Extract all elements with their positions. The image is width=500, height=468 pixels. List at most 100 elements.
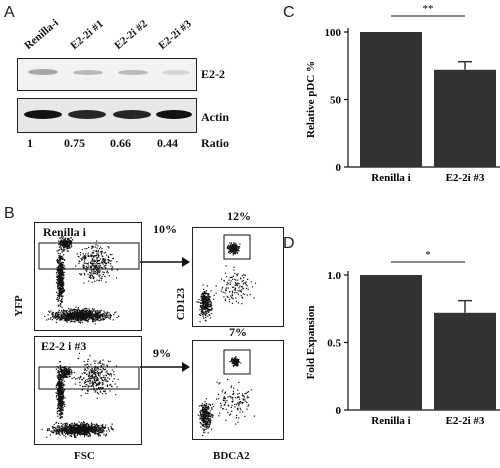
event-dot [236, 359, 238, 361]
event-dot [55, 396, 58, 398]
event-dot [201, 404, 203, 406]
event-dot [58, 256, 60, 258]
event-dot [68, 370, 71, 372]
event-dot [58, 386, 60, 389]
event-dot [242, 287, 244, 290]
event-dot [231, 404, 233, 407]
event-dot [199, 321, 201, 323]
event-dot [202, 421, 204, 423]
event-dot [96, 426, 99, 428]
event-dot [65, 319, 67, 321]
event-dot [76, 429, 79, 432]
event-dot [56, 260, 58, 262]
panel-letter-a: A [4, 4, 15, 21]
event-dot [201, 299, 203, 301]
event-dot [89, 374, 91, 376]
event-dot [74, 427, 77, 429]
event-dot [234, 282, 237, 284]
facs-scatter [196, 234, 257, 323]
event-dot [91, 312, 93, 314]
event-dot [61, 373, 63, 376]
event-dot [212, 416, 214, 418]
event-dot [76, 423, 78, 425]
event-dot [81, 319, 83, 321]
event-dot [83, 267, 85, 269]
event-dot [101, 261, 103, 263]
event-dot [61, 288, 63, 291]
gate [38, 242, 140, 270]
event-dot [57, 252, 59, 254]
event-dot [232, 362, 235, 364]
event-dot [205, 306, 207, 308]
event-dot [57, 392, 59, 395]
event-dot [76, 425, 78, 427]
event-dot [235, 359, 237, 361]
event-dot [58, 373, 60, 375]
event-dot [83, 361, 85, 363]
event-dot [58, 394, 60, 396]
event-dot [60, 248, 62, 250]
event-dot [209, 418, 211, 420]
event-dot [242, 293, 245, 295]
event-dot [104, 317, 106, 319]
event-dot [223, 397, 225, 399]
event-dot [62, 377, 64, 379]
event-dot [83, 382, 86, 384]
event-dot [95, 379, 98, 382]
event-dot [111, 385, 113, 388]
event-dot [95, 385, 97, 387]
event-dot [91, 426, 93, 428]
event-dot [205, 300, 207, 302]
event-dot [208, 308, 210, 310]
event-dot [72, 430, 75, 432]
event-dot [109, 384, 111, 386]
event-dot [234, 362, 236, 364]
event-dot [105, 251, 107, 254]
event-dot [57, 374, 59, 376]
event-dot [242, 401, 244, 403]
event-dot [81, 379, 83, 381]
event-dot [110, 315, 112, 317]
event-dot [60, 317, 62, 319]
event-dot [70, 371, 72, 373]
event-dot [222, 399, 224, 401]
event-dot [205, 423, 207, 426]
event-dot [68, 433, 70, 435]
event-dot [210, 290, 212, 292]
event-dot [238, 250, 240, 252]
event-dot [105, 264, 107, 266]
event-dot [116, 261, 118, 263]
event-dot [249, 294, 251, 296]
event-dot [62, 267, 64, 269]
event-dot [204, 407, 206, 410]
event-dot [58, 311, 60, 313]
event-dot [207, 293, 209, 295]
event-dot [65, 311, 67, 313]
event-dot [57, 286, 59, 288]
event-dot [62, 248, 64, 251]
event-dot [59, 404, 61, 406]
event-dot [110, 373, 112, 375]
event-dot [109, 316, 112, 318]
event-dot [91, 264, 93, 266]
event-dot [201, 309, 203, 311]
event-dot [113, 374, 115, 376]
event-dot [235, 416, 238, 419]
event-dot [57, 390, 59, 392]
event-dot [66, 250, 68, 252]
event-dot [57, 432, 59, 434]
event-dot [104, 315, 106, 317]
event-dot [78, 421, 80, 423]
event-dot [64, 426, 66, 429]
event-dot [96, 313, 98, 315]
event-dot [237, 360, 239, 362]
event-dot [236, 408, 239, 410]
event-dot [203, 406, 205, 409]
event-dot [205, 398, 207, 400]
event-dot [73, 319, 75, 321]
event-dot [204, 424, 206, 426]
event-dot [61, 318, 63, 320]
event-dot [96, 263, 98, 265]
event-dot [205, 402, 207, 405]
event-dot [100, 429, 102, 432]
